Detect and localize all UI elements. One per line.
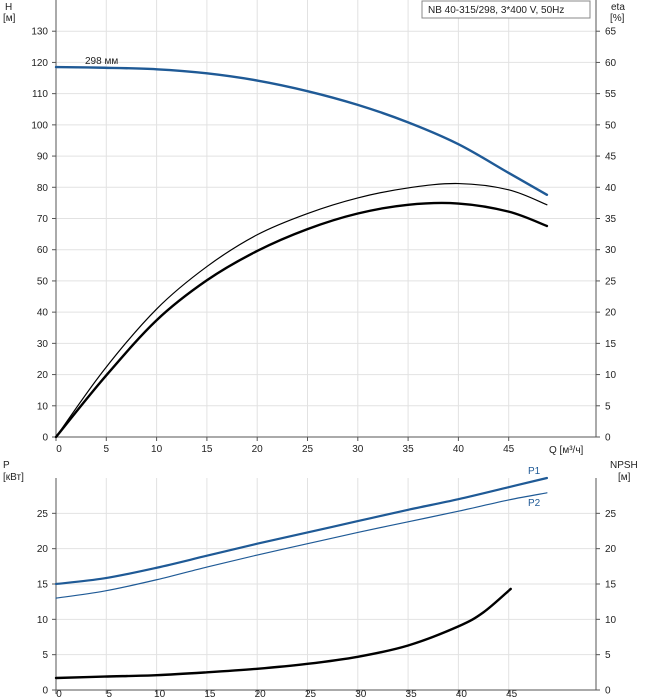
y-tick-label-left-25: 25 — [37, 509, 49, 520]
npsh-curve — [54, 587, 512, 680]
y-tick-label-left-110: 110 — [32, 89, 48, 100]
y-tick-label-left-80: 80 — [37, 183, 49, 194]
y-tick-label-right-15: 15 — [605, 339, 617, 350]
x-tick-label-30: 30 — [355, 689, 367, 700]
power-curve-p1 — [54, 476, 549, 586]
p2-label: P2 — [528, 498, 541, 509]
y-tick-label-left-0: 0 — [42, 433, 48, 444]
y-tick-label-right-60: 60 — [605, 58, 617, 69]
y-tick-label-left-15: 15 — [37, 580, 49, 591]
y-tick-label-right-30: 30 — [605, 245, 617, 256]
x-tick-label-10: 10 — [151, 444, 163, 455]
x-tick-label-15: 15 — [204, 689, 216, 700]
y-tick-label-left-20: 20 — [37, 544, 49, 555]
title-box-text: NB 40-315/298, 3*400 V, 50Hz — [428, 5, 564, 16]
x-tick-label-15: 15 — [201, 444, 213, 455]
y-axis-right-name: eta — [611, 2, 625, 13]
y-axis-left-name: H — [5, 2, 12, 13]
y-axis-right-name: NPSH — [610, 460, 638, 471]
y-tick-label-right-0: 0 — [605, 686, 611, 697]
x-tick-label-35: 35 — [403, 444, 415, 455]
efficiency-curve-eta — [55, 182, 548, 438]
y-tick-label-right-55: 55 — [605, 89, 617, 100]
x-tick-label-5: 5 — [104, 444, 110, 455]
y-tick-label-right-50: 50 — [605, 120, 617, 131]
y-tick-label-left-120: 120 — [31, 58, 48, 69]
x-tick-label-30: 30 — [352, 444, 364, 455]
y-tick-label-right-25: 25 — [605, 509, 617, 520]
y-tick-label-left-30: 30 — [37, 339, 49, 350]
x-tick-label-45: 45 — [503, 444, 515, 455]
x-tick-label-45: 45 — [506, 689, 518, 700]
x-tick-label-10: 10 — [154, 689, 166, 700]
x-tick-label-0: 0 — [56, 444, 62, 455]
y-tick-label-left-50: 50 — [37, 276, 49, 287]
y-tick-label-left-130: 130 — [31, 27, 48, 38]
y-tick-label-left-20: 20 — [37, 370, 49, 381]
y-tick-label-left-90: 90 — [37, 152, 49, 163]
x-tick-label-25: 25 — [305, 689, 317, 700]
efficiency-curve-eta-pump — [54, 201, 549, 439]
y-tick-label-left-70: 70 — [37, 214, 49, 225]
y-tick-label-left-10: 10 — [37, 615, 49, 626]
x-tick-label-20: 20 — [255, 689, 267, 700]
x-axis-label: Q [м³/ч] — [549, 445, 584, 456]
y-axis-left-unit: [м] — [3, 13, 16, 24]
y-tick-label-right-15: 15 — [605, 580, 617, 591]
y-tick-label-left-5: 5 — [42, 650, 48, 661]
y-tick-label-right-20: 20 — [605, 308, 617, 319]
title-box: NB 40-315/298, 3*400 V, 50Hz — [421, 0, 591, 19]
y-tick-label-right-10: 10 — [605, 615, 617, 626]
x-tick-label-5: 5 — [107, 689, 113, 700]
y-tick-label-right-40: 40 — [605, 183, 617, 194]
power-curve-p2 — [55, 492, 548, 599]
x-tick-label-40: 40 — [453, 444, 465, 455]
y-axis-right-unit: [м] — [618, 472, 631, 483]
y-tick-label-right-5: 5 — [605, 650, 611, 661]
x-tick-label-35: 35 — [406, 689, 418, 700]
head-curve-298 — [54, 65, 549, 196]
y-tick-label-right-25: 25 — [605, 276, 617, 287]
y-tick-label-right-20: 20 — [605, 544, 617, 555]
y-tick-label-right-35: 35 — [605, 214, 617, 225]
y-tick-label-right-5: 5 — [605, 401, 611, 412]
y-tick-label-left-0: 0 — [42, 686, 48, 697]
y-tick-label-left-60: 60 — [37, 245, 49, 256]
y-axis-left-name: P — [3, 460, 10, 471]
y-tick-label-left-100: 100 — [31, 120, 48, 131]
y-tick-label-right-65: 65 — [605, 27, 617, 38]
x-tick-label-25: 25 — [302, 444, 314, 455]
y-tick-label-right-45: 45 — [605, 152, 617, 163]
head-curve-label: 298 мм — [85, 56, 118, 67]
y-axis-right-unit: [%] — [610, 13, 625, 24]
y-tick-label-left-10: 10 — [37, 401, 49, 412]
head-efficiency-panel: 0102030405060708090100110120130051015202… — [3, 0, 625, 456]
y-tick-label-right-0: 0 — [605, 433, 611, 444]
y-tick-label-right-10: 10 — [605, 370, 617, 381]
x-tick-label-20: 20 — [252, 444, 264, 455]
x-tick-label-0: 0 — [56, 689, 62, 700]
y-tick-label-left-40: 40 — [37, 308, 49, 319]
x-tick-label-40: 40 — [456, 689, 468, 700]
p1-label: P1 — [528, 466, 541, 477]
y-axis-left-unit: [кВт] — [3, 472, 24, 483]
